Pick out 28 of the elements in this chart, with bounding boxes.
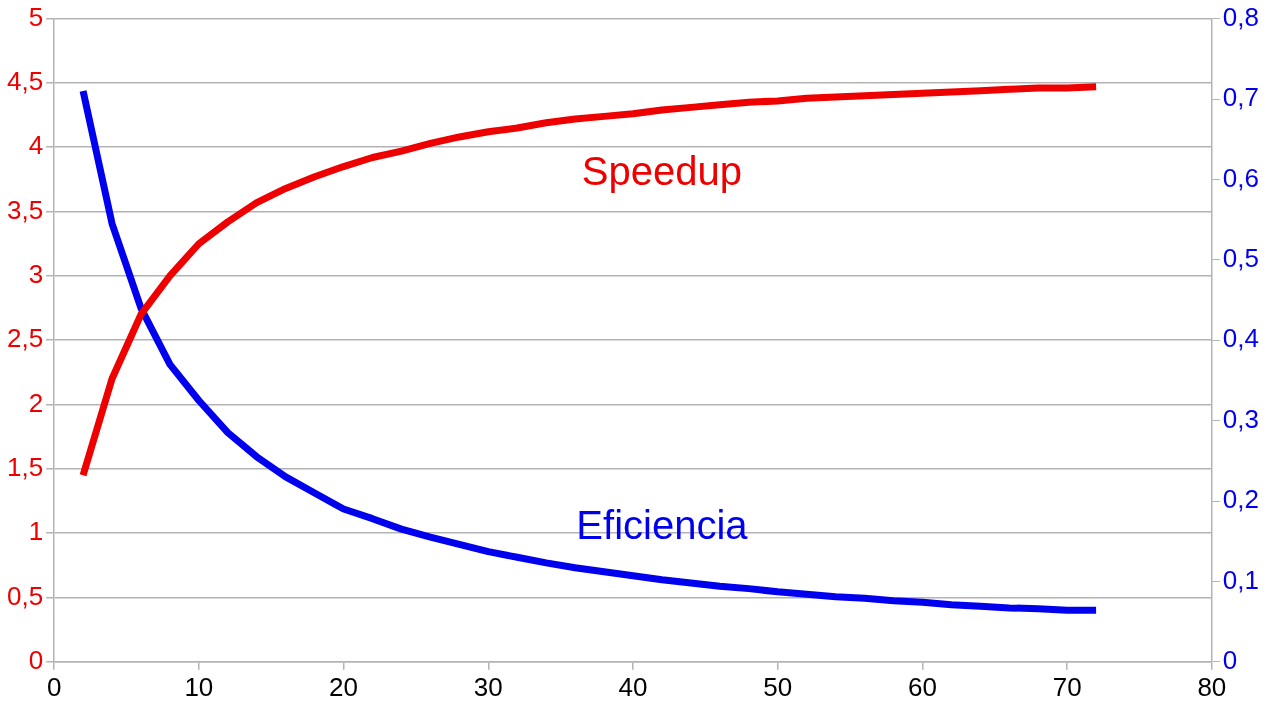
y2-tick-label: 0,6	[1222, 162, 1260, 193]
y-tick-label: 3	[28, 259, 44, 290]
y-tick-label: 0,5	[6, 580, 44, 611]
y-tick-label: 5	[28, 1, 44, 32]
y-tick-label: 1	[28, 516, 44, 547]
y2-tick-label: 0,8	[1222, 1, 1260, 32]
y-tick-label: 2	[28, 387, 44, 418]
y-tick-label: 2,5	[6, 323, 44, 354]
x-tick-label: 50	[763, 671, 793, 702]
x-tick-label: 20	[329, 671, 359, 702]
y2-tick-label: 0,1	[1222, 564, 1260, 595]
x-tick-label: 10	[184, 671, 214, 702]
series-label: Eficiencia	[576, 502, 749, 547]
y2-tick-label: 0,3	[1222, 403, 1260, 434]
y-tick-label: 1,5	[6, 452, 44, 483]
y-tick-label: 3,5	[6, 194, 44, 225]
x-tick-label: 60	[907, 671, 937, 702]
y2-tick-label: 0,2	[1222, 484, 1260, 515]
y-tick-label: 4	[28, 130, 44, 161]
y2-tick-label: 0,4	[1222, 323, 1260, 354]
x-tick-label: 40	[618, 671, 648, 702]
y-tick-label: 4,5	[6, 66, 44, 97]
y2-tick-label: 0,7	[1222, 82, 1260, 113]
series-label: Speedup	[581, 148, 743, 193]
x-tick-label: 70	[1052, 671, 1082, 702]
y2-tick-label: 0,5	[1222, 242, 1260, 273]
y-tick-label: 0	[28, 644, 44, 675]
x-tick-label: 30	[473, 671, 503, 702]
